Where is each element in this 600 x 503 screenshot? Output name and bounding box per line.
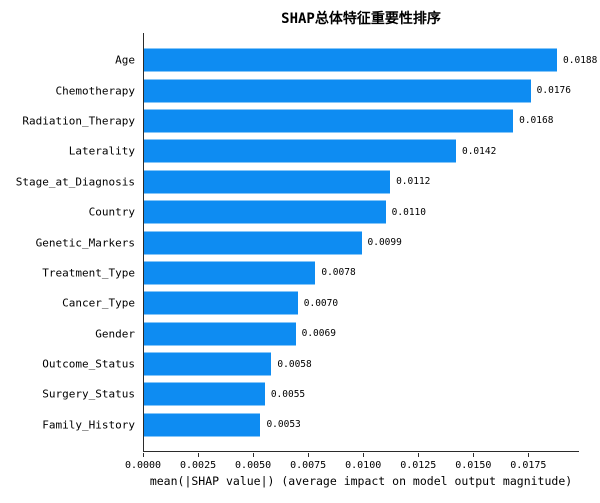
x-tick-label: 0.0100 xyxy=(345,460,382,471)
bar-row: Cancer_Type 0.0070 xyxy=(62,288,579,318)
x-axis-label: mean(|SHAP value|) (average impact on mo… xyxy=(149,474,573,488)
category-label: Laterality xyxy=(68,144,135,158)
x-tick-mark xyxy=(142,453,144,457)
value-label: 0.0168 xyxy=(519,115,554,127)
bar-row: Treatment_Type 0.0078 xyxy=(42,258,579,288)
bar-row: Stage_at_Diagnosis 0.0112 xyxy=(16,167,579,197)
bar-row: Genetic_Markers 0.0099 xyxy=(36,227,579,257)
category-label: Gender xyxy=(95,327,135,341)
category-label: Genetic_Markers xyxy=(35,236,135,250)
x-tick-mark xyxy=(472,453,474,457)
x-tick-mark xyxy=(362,453,364,457)
value-label: 0.0099 xyxy=(367,237,402,249)
bar: 0.0058 xyxy=(144,352,312,376)
category-label: Country xyxy=(88,205,135,219)
value-label: 0.0053 xyxy=(266,419,301,431)
x-tick-label: 0.0125 xyxy=(400,460,437,471)
bar: 0.0099 xyxy=(144,231,402,255)
category-label: Radiation_Therapy xyxy=(22,114,135,128)
value-label: 0.0069 xyxy=(301,328,336,340)
plot-area: Age 0.0188 Chemotherapy 0.0176 Radiation_The… xyxy=(16,33,597,452)
bar-row: Country 0.0110 xyxy=(89,197,579,227)
bar: 0.0188 xyxy=(144,48,597,72)
x-tick-mark xyxy=(197,453,199,457)
bar: 0.0168 xyxy=(144,109,553,133)
bar: 0.0176 xyxy=(144,79,571,103)
bar-row: Chemotherapy 0.0176 xyxy=(56,75,579,105)
bar-row: Age 0.0188 xyxy=(115,45,597,75)
value-label: 0.0055 xyxy=(270,388,306,400)
bar-row: Outcome_Status 0.0058 xyxy=(42,349,579,379)
category-label: Outcome_Status xyxy=(42,357,135,371)
x-tick-label: 0.0050 xyxy=(235,460,272,471)
bar: 0.0142 xyxy=(144,139,496,163)
category-label: Treatment_Type xyxy=(42,266,135,280)
category-label: Cancer_Type xyxy=(62,296,135,310)
category-label: Family_History xyxy=(42,418,135,432)
bar: 0.0110 xyxy=(144,200,426,224)
x-tick-label: 0.0150 xyxy=(455,460,492,471)
value-label: 0.0070 xyxy=(303,297,339,309)
category-label: Stage_at_Diagnosis xyxy=(15,175,135,189)
value-label: 0.0110 xyxy=(391,206,426,218)
category-label: Chemotherapy xyxy=(55,84,135,98)
bar-rows: Age 0.0188 Chemotherapy 0.0176 Radiation_The… xyxy=(16,33,597,451)
value-label: 0.0078 xyxy=(321,267,356,279)
bar: 0.0069 xyxy=(144,322,336,346)
bar: 0.0070 xyxy=(144,291,338,315)
bar-row: Surgery_Status 0.0055 xyxy=(42,379,579,409)
x-tick-label: 0.0000 xyxy=(124,460,162,471)
x-tick-mark xyxy=(527,453,529,457)
bar: 0.0055 xyxy=(144,382,305,406)
x-tick-mark xyxy=(307,453,309,457)
x-tick-mark xyxy=(417,453,419,457)
value-label: 0.0188 xyxy=(563,54,598,66)
bar: 0.0053 xyxy=(144,413,301,437)
bar-row: Gender 0.0069 xyxy=(95,319,579,349)
category-label: Age xyxy=(115,53,135,67)
x-tick-label: 0.0075 xyxy=(290,460,327,471)
value-label: 0.0058 xyxy=(277,358,312,370)
bar-row: Radiation_Therapy 0.0168 xyxy=(22,106,579,136)
category-label: Surgery_Status xyxy=(42,387,135,401)
x-tick-label: 0.0175 xyxy=(510,460,547,471)
bar: 0.0078 xyxy=(144,261,356,285)
bar-row: Laterality 0.0142 xyxy=(69,136,579,166)
bar: 0.0112 xyxy=(144,170,430,194)
x-tick-label: 0.0025 xyxy=(179,460,217,471)
bar-row: Family_History 0.0053 xyxy=(42,410,579,440)
value-label: 0.0176 xyxy=(536,85,571,97)
chart-title: SHAP总体特征重要性排序 xyxy=(281,11,441,27)
value-label: 0.0142 xyxy=(461,145,497,157)
value-label: 0.0112 xyxy=(396,176,431,188)
x-tick-mark xyxy=(252,453,254,457)
